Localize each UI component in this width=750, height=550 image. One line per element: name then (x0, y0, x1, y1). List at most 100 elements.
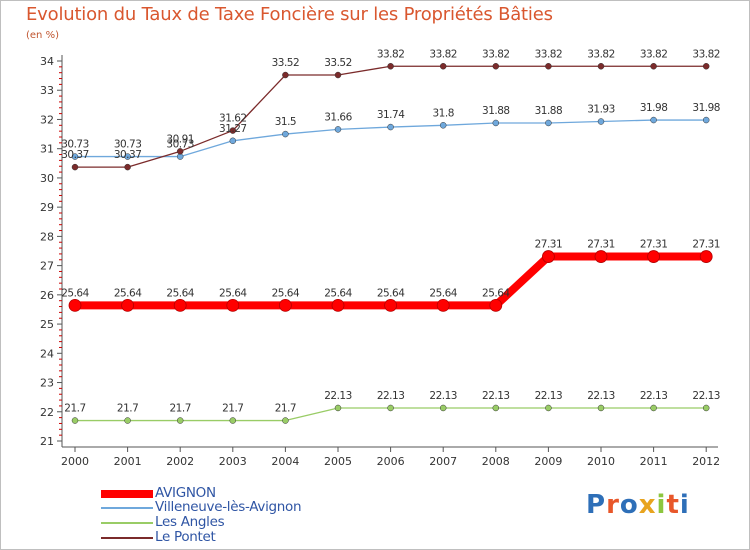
data-label: 25.64 (377, 287, 405, 299)
data-point (545, 63, 552, 70)
data-label: 31.88 (482, 105, 510, 117)
data-label: 33.82 (429, 48, 457, 60)
data-point (331, 298, 345, 312)
data-label: 31.27 (219, 123, 247, 135)
y-tick-label: 24 (40, 347, 54, 360)
data-point (387, 123, 394, 131)
y-tick-label: 26 (40, 289, 54, 302)
chart-title: Evolution du Taux de Taxe Foncière sur l… (26, 4, 553, 25)
data-label: 22.13 (692, 390, 720, 402)
series-points (68, 63, 713, 424)
data-label: 22.13 (587, 390, 615, 402)
data-label: 31.98 (640, 102, 668, 114)
y-tick-label: 22 (40, 406, 54, 419)
data-labels: 25.64 25.64 25.64 25.64 25.64 25.64 25.64 25.64… (61, 48, 720, 414)
y-tick-label: 23 (40, 377, 54, 390)
data-point (647, 250, 660, 263)
data-point (124, 417, 131, 424)
data-point (650, 404, 657, 412)
data-label: 25.64 (219, 287, 247, 299)
data-label: 21.7 (117, 403, 138, 415)
data-point (597, 118, 605, 125)
data-label: 25.64 (324, 287, 352, 299)
data-point (71, 153, 79, 160)
data-label: 25.64 (166, 287, 194, 299)
data-label: 27.31 (587, 239, 615, 251)
data-point (492, 63, 500, 70)
data-point (702, 404, 710, 412)
data-point (229, 137, 237, 145)
data-label: 21.7 (275, 403, 296, 415)
legend-label-les-angles: Les Angles (155, 514, 225, 530)
data-point (229, 417, 237, 424)
data-point (650, 116, 657, 124)
data-point (597, 63, 605, 70)
data-point (124, 153, 131, 160)
data-point (545, 404, 552, 412)
legend-swatch-les-angles (101, 522, 153, 524)
data-point (173, 298, 187, 312)
data-label: 31.66 (324, 111, 352, 123)
data-point (229, 127, 237, 134)
data-label: 25.64 (272, 287, 300, 299)
data-label: 33.82 (482, 48, 510, 60)
data-label: 27.31 (692, 239, 720, 251)
data-label: 31.74 (377, 109, 405, 121)
x-tick-label: 2012 (692, 455, 720, 468)
data-label: 27.31 (535, 239, 563, 251)
x-tick-label: 2004 (271, 455, 299, 468)
data-point (492, 119, 500, 127)
data-point (650, 63, 657, 70)
data-label: 33.82 (377, 48, 405, 60)
data-label: 31.88 (535, 105, 563, 117)
data-point (439, 122, 447, 129)
x-tick-label: 2006 (377, 455, 405, 468)
data-label: 33.52 (272, 57, 300, 69)
data-label: 25.64 (482, 287, 510, 299)
data-point (489, 298, 503, 312)
x-tick-label: 2008 (482, 455, 510, 468)
data-label: 21.7 (222, 403, 243, 415)
data-label: 33.82 (535, 48, 563, 60)
data-label: 30.37 (114, 149, 142, 161)
data-point (71, 417, 79, 424)
data-label: 33.82 (640, 48, 668, 60)
y-tick-label: 31 (40, 143, 54, 156)
y-tick-label: 29 (40, 201, 54, 214)
x-tick-label: 2009 (534, 455, 562, 468)
data-label: 25.64 (114, 287, 142, 299)
data-point (439, 63, 447, 70)
data-label: 22.13 (429, 390, 457, 402)
x-tick-label: 2000 (61, 455, 89, 468)
proxiti-logo: Proxiti (586, 490, 690, 520)
data-point (334, 126, 342, 133)
x-tick-label: 2010 (587, 455, 615, 468)
data-point (492, 404, 500, 412)
data-point (282, 71, 289, 79)
data-label: 31.98 (692, 102, 720, 114)
axes: 21 22 23 24 25 26 27 28 29 30 31 32 33 34 2000 2001 2002… (40, 55, 720, 468)
data-label: 22.13 (324, 390, 352, 402)
data-label: 30.91 (166, 133, 194, 145)
data-label: 22.13 (377, 390, 405, 402)
legend-label-le-pontet: Le Pontet (155, 529, 216, 545)
data-point (176, 417, 184, 424)
legend-label-avignon: AVIGNON (155, 485, 216, 501)
y-tick-label: 21 (40, 435, 54, 448)
data-label: 31.62 (219, 113, 247, 125)
data-point (282, 417, 289, 424)
x-tick-label: 2003 (219, 455, 247, 468)
data-point (702, 63, 710, 70)
y-tick-label: 34 (40, 55, 54, 68)
data-point (278, 298, 292, 312)
data-label: 25.64 (61, 287, 89, 299)
data-point (597, 404, 605, 412)
x-tick-label: 2001 (114, 455, 142, 468)
data-point (124, 163, 131, 171)
legend-swatch-le-pontet (101, 537, 153, 539)
data-label: 31.8 (433, 107, 454, 119)
x-tick-label: 2007 (429, 455, 457, 468)
y-unit-label: (en %) (26, 30, 59, 41)
legend-label-villeneuve: Villeneuve-lès-Avignon (155, 499, 302, 515)
